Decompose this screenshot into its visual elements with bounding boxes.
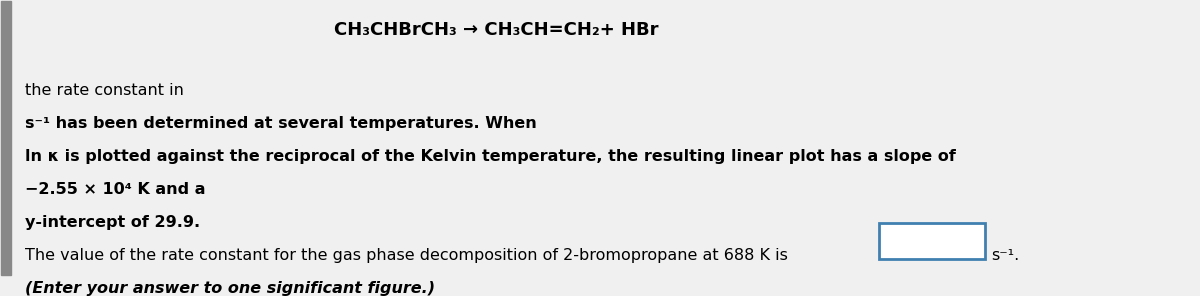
Text: (Enter your answer to one significant figure.): (Enter your answer to one significant fi…: [25, 281, 436, 295]
FancyBboxPatch shape: [878, 223, 985, 259]
Text: −2.55 × 10⁴ K and a: −2.55 × 10⁴ K and a: [25, 182, 205, 197]
Text: the rate constant in: the rate constant in: [25, 83, 184, 99]
Text: ln κ is plotted against the reciprocal of the Kelvin temperature, the resulting : ln κ is plotted against the reciprocal o…: [25, 149, 956, 164]
Text: CH₃CHBrCH₃ → CH₃CH=CH₂+ HBr: CH₃CHBrCH₃ → CH₃CH=CH₂+ HBr: [334, 20, 659, 38]
Text: s⁻¹.: s⁻¹.: [991, 248, 1019, 263]
Bar: [1, 1, 11, 275]
Text: y-intercept of 29.9.: y-intercept of 29.9.: [25, 215, 200, 230]
Text: s⁻¹ has been determined at several temperatures. When: s⁻¹ has been determined at several tempe…: [25, 116, 536, 131]
Text: The value of the rate constant for the gas phase decomposition of 2-bromopropane: The value of the rate constant for the g…: [25, 248, 788, 263]
